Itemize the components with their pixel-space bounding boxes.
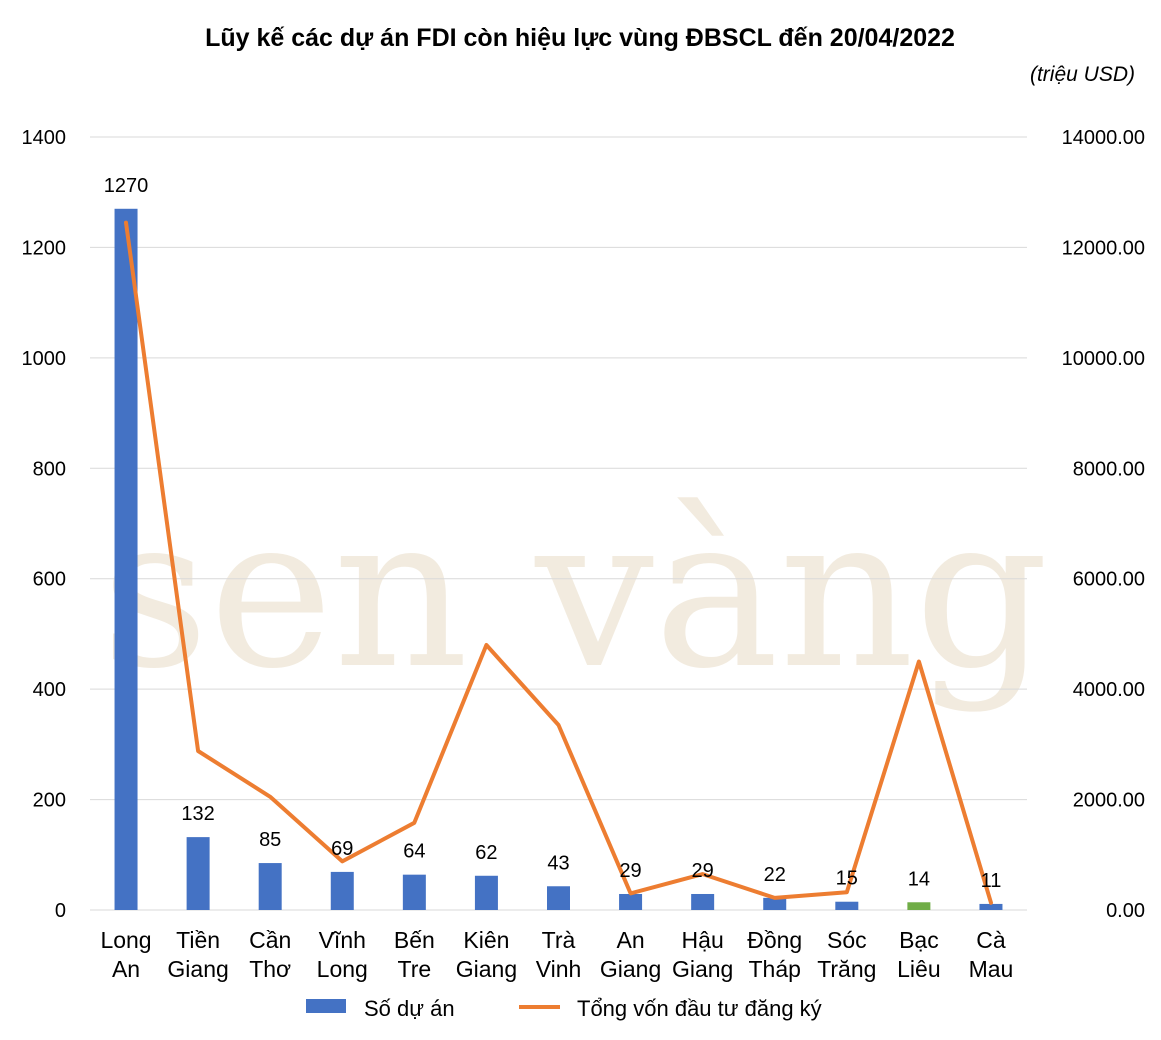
bar	[547, 886, 570, 910]
x-tick-label: Bạc	[899, 927, 939, 953]
watermark: sen vàng	[101, 470, 1049, 715]
x-tick-label: Vĩnh	[319, 927, 366, 953]
x-axis: Long An Tiền Giang Cần Thơ Vĩnh Long Bến Tre Kiên G…	[100, 927, 1013, 982]
x-tick-label: Tre	[398, 956, 432, 982]
x-tick-label: Mau	[969, 956, 1014, 982]
x-tick-label: Giang	[672, 956, 733, 982]
x-tick-label: Tháp	[749, 956, 801, 982]
x-tick-label: Giang	[456, 956, 517, 982]
x-tick-label: An	[617, 927, 645, 953]
bar	[979, 903, 1003, 910]
bar	[114, 208, 138, 910]
bar-series	[114, 208, 1003, 910]
bar-value-label: 1270	[104, 175, 149, 197]
right-axis: 0.00 2000.00 4000.00 6000.00 8000.00 10000.00…	[1062, 127, 1145, 922]
bar-value-label: 64	[403, 841, 425, 863]
x-tick-label: Bến	[394, 927, 435, 953]
bar-value-label: 14	[908, 868, 930, 890]
line-series	[124, 220, 993, 905]
bar-value-label: 69	[331, 838, 353, 860]
legend: Số dự án Tổng vốn đầu tư đăng ký	[306, 996, 822, 1021]
bar	[907, 902, 931, 910]
bar-value-label: 15	[836, 868, 858, 890]
x-tick-label: Vinh	[536, 956, 582, 982]
bar	[186, 837, 210, 910]
y-left-tick-label: 1200	[22, 237, 67, 259]
legend-label-line: Tổng vốn đầu tư đăng ký	[577, 996, 822, 1021]
line-path	[124, 220, 993, 905]
bar-value-label: 85	[259, 829, 281, 851]
bar	[619, 893, 643, 910]
y-left-tick-label: 1000	[22, 348, 67, 370]
x-tick-label: Giang	[167, 956, 228, 982]
data-labels: 1270 132 85 69 64 62 43 29 29 22 15 14 11	[104, 175, 1002, 892]
left-axis: 0 200 400 600 800 1000 1200 1400	[22, 127, 67, 922]
bar-value-label: 62	[475, 842, 497, 864]
bar	[402, 874, 426, 910]
bar-value-label: 43	[547, 852, 569, 874]
x-tick-label: Giang	[600, 956, 661, 982]
x-tick-label: Thơ	[249, 956, 291, 982]
x-tick-label: Trà	[542, 927, 576, 953]
y-left-tick-label: 400	[33, 679, 66, 701]
x-tick-label: An	[112, 956, 140, 982]
y-left-tick-label: 1400	[22, 127, 67, 149]
bar-value-label: 29	[619, 860, 641, 882]
x-tick-label: Cần	[249, 927, 291, 953]
bar-value-label: 22	[764, 864, 786, 886]
bar	[258, 863, 282, 910]
x-tick-label: Kiên	[463, 927, 509, 953]
bar	[474, 875, 498, 910]
x-tick-label: Đồng	[747, 927, 802, 953]
unit-note: (triệu USD)	[1030, 63, 1135, 86]
x-tick-label: Long	[317, 956, 368, 982]
y-right-tick-label: 8000.00	[1073, 458, 1145, 480]
y-right-tick-label: 10000.00	[1062, 348, 1145, 370]
bar	[691, 893, 715, 910]
bar	[330, 871, 354, 910]
y-right-tick-label: 12000.00	[1062, 237, 1145, 259]
x-tick-label: Cà	[976, 927, 1006, 953]
bar	[763, 897, 787, 910]
y-left-tick-label: 200	[33, 790, 66, 812]
x-tick-label: Hậu	[682, 927, 724, 953]
x-tick-label: Trăng	[817, 956, 876, 982]
y-right-tick-label: 4000.00	[1073, 679, 1145, 701]
y-right-tick-label: 6000.00	[1073, 569, 1145, 591]
legend-label-bar: Số dự án	[364, 996, 455, 1021]
x-tick-label: Liêu	[897, 956, 940, 982]
x-tick-label: Sóc	[827, 927, 867, 953]
y-right-tick-label: 14000.00	[1062, 127, 1145, 149]
bar-value-label: 132	[181, 803, 214, 825]
bar-value-label: 11	[981, 870, 1002, 892]
bar	[835, 901, 859, 910]
y-right-tick-label: 2000.00	[1073, 790, 1145, 812]
y-left-tick-label: 0	[55, 900, 66, 922]
x-tick-label: Long	[100, 927, 151, 953]
legend-swatch-bar	[306, 999, 346, 1013]
y-left-tick-label: 800	[33, 458, 66, 480]
bar-value-label: 29	[692, 860, 714, 882]
gridlines	[90, 136, 1027, 911]
y-left-tick-label: 600	[33, 569, 66, 591]
y-right-tick-label: 0.00	[1106, 900, 1145, 922]
chart-title: Lũy kế các dự án FDI còn hiệu lực vùng Đ…	[205, 24, 955, 52]
x-tick-label: Tiền	[176, 927, 220, 953]
